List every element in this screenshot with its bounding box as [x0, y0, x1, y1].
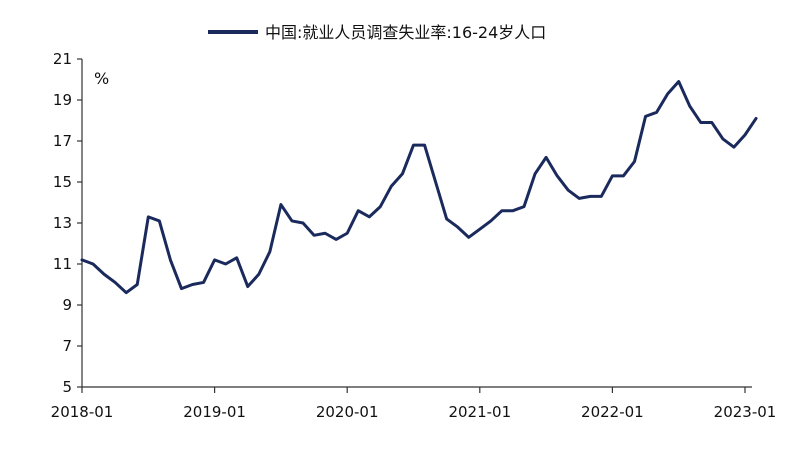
data-point [412, 144, 415, 147]
series-line-youth-unemployment [80, 80, 758, 295]
data-point [246, 285, 249, 288]
data-point [114, 281, 117, 284]
x-tick-label: 2019-01 [183, 403, 246, 421]
y-tick-label: 11 [53, 255, 72, 273]
data-point [213, 258, 216, 261]
x-tick-label: 2020-01 [316, 403, 379, 421]
data-point [257, 273, 260, 276]
data-point [191, 283, 194, 286]
data-point [423, 144, 426, 147]
data-point [268, 250, 271, 253]
y-tick-label: 7 [62, 337, 72, 355]
data-point [732, 146, 735, 149]
data-point [545, 156, 548, 159]
data-point [744, 133, 747, 136]
y-tick-label: 21 [53, 50, 72, 68]
data-point [688, 105, 691, 108]
data-point [478, 228, 481, 231]
data-point [622, 174, 625, 177]
data-point [158, 219, 161, 222]
data-point [589, 195, 592, 198]
data-point [202, 281, 205, 284]
data-point [489, 219, 492, 222]
legend-label: 中国:就业人员调查失业率:16-24岁人口 [265, 23, 546, 42]
data-point [445, 217, 448, 220]
y-tick-label: 19 [53, 91, 72, 109]
data-point [379, 205, 382, 208]
legend: 中国:就业人员调查失业率:16-24岁人口 [208, 23, 546, 42]
data-point [677, 80, 680, 83]
x-tick-label: 2018-01 [51, 403, 114, 421]
series-group [80, 80, 758, 295]
data-point [390, 185, 393, 188]
data-point [147, 215, 150, 218]
x-axis-ticks: 2018-01 2019-01 2020-01 2021-01 2022-01 2023-… [51, 387, 777, 421]
data-point [666, 92, 669, 95]
data-point [81, 258, 84, 261]
data-point [699, 121, 702, 124]
axes [81, 59, 752, 388]
data-point [313, 234, 316, 237]
data-point [136, 283, 139, 286]
data-point [710, 121, 713, 124]
y-tick-label: 15 [53, 173, 72, 191]
data-point [290, 219, 293, 222]
data-point [523, 205, 526, 208]
data-point [324, 232, 327, 235]
data-point [346, 232, 349, 235]
data-point [279, 203, 282, 206]
data-point [556, 174, 559, 177]
data-point [467, 236, 470, 239]
y-tick-label: 13 [53, 214, 72, 232]
data-point [368, 215, 371, 218]
y-tick-label: 17 [53, 132, 72, 150]
data-point [180, 287, 183, 290]
x-tick-label: 2021-01 [448, 403, 511, 421]
data-point [600, 195, 603, 198]
data-point [578, 197, 581, 200]
data-point [511, 209, 514, 212]
data-point [357, 209, 360, 212]
x-tick-label: 2023-01 [714, 403, 777, 421]
data-point [103, 273, 106, 276]
y-unit-label: % [94, 69, 109, 88]
data-point [567, 189, 570, 192]
data-point [169, 258, 172, 261]
data-point [302, 222, 305, 225]
data-point [125, 291, 128, 294]
data-point [92, 263, 95, 266]
data-point [655, 111, 658, 114]
data-point [401, 172, 404, 175]
data-point [611, 174, 614, 177]
data-point [224, 263, 227, 266]
data-point [235, 256, 238, 259]
data-point [755, 117, 758, 120]
data-point [721, 137, 724, 140]
data-point [335, 238, 338, 241]
data-point [456, 226, 459, 229]
y-tick-label: 5 [62, 378, 72, 396]
y-tick-label: 9 [62, 296, 72, 314]
data-point [644, 115, 647, 118]
data-point [500, 209, 503, 212]
data-point [534, 172, 537, 175]
data-point [434, 181, 437, 184]
data-point [633, 160, 636, 163]
y-axis-ticks: 5 7 9 11 13 15 17 19 21 [53, 50, 82, 396]
x-tick-label: 2022-01 [581, 403, 644, 421]
